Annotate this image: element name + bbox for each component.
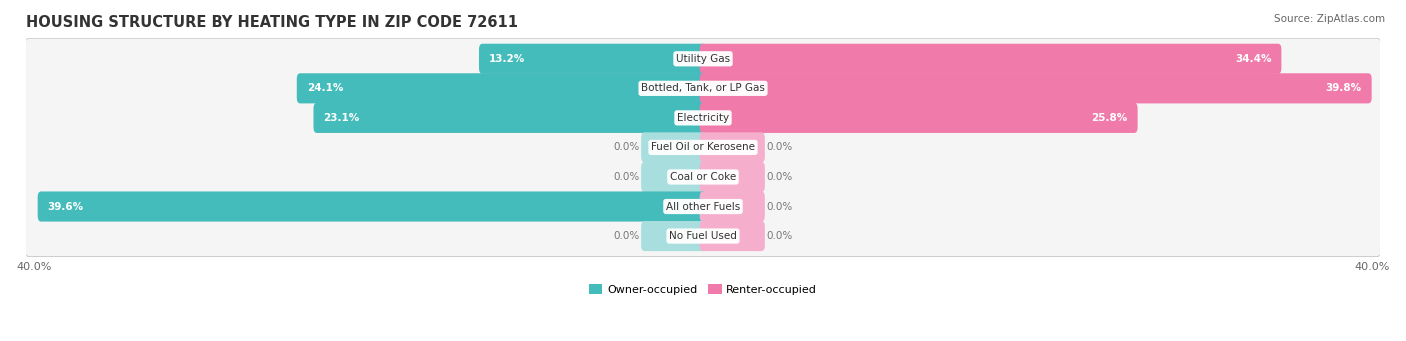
Text: 0.0%: 0.0% xyxy=(766,172,793,182)
FancyBboxPatch shape xyxy=(700,132,765,163)
FancyBboxPatch shape xyxy=(25,185,1381,228)
FancyBboxPatch shape xyxy=(25,216,1381,256)
FancyBboxPatch shape xyxy=(25,126,1381,169)
FancyBboxPatch shape xyxy=(314,103,706,133)
FancyBboxPatch shape xyxy=(25,97,1381,139)
Text: Source: ZipAtlas.com: Source: ZipAtlas.com xyxy=(1274,14,1385,24)
FancyBboxPatch shape xyxy=(25,156,1381,198)
FancyBboxPatch shape xyxy=(25,38,1381,80)
FancyBboxPatch shape xyxy=(700,73,1372,103)
Text: Utility Gas: Utility Gas xyxy=(676,54,730,64)
FancyBboxPatch shape xyxy=(25,98,1381,138)
Text: 39.6%: 39.6% xyxy=(48,202,84,211)
Text: 24.1%: 24.1% xyxy=(307,83,343,93)
Text: 23.1%: 23.1% xyxy=(323,113,360,123)
Text: 0.0%: 0.0% xyxy=(613,143,640,152)
FancyBboxPatch shape xyxy=(25,157,1381,197)
FancyBboxPatch shape xyxy=(641,132,706,163)
Text: 0.0%: 0.0% xyxy=(766,231,793,241)
Text: 25.8%: 25.8% xyxy=(1091,113,1128,123)
FancyBboxPatch shape xyxy=(700,162,765,192)
Text: 0.0%: 0.0% xyxy=(766,143,793,152)
FancyBboxPatch shape xyxy=(25,215,1381,257)
Text: 0.0%: 0.0% xyxy=(766,202,793,211)
FancyBboxPatch shape xyxy=(297,73,706,103)
Text: HOUSING STRUCTURE BY HEATING TYPE IN ZIP CODE 72611: HOUSING STRUCTURE BY HEATING TYPE IN ZIP… xyxy=(25,15,517,30)
Text: Fuel Oil or Kerosene: Fuel Oil or Kerosene xyxy=(651,143,755,152)
FancyBboxPatch shape xyxy=(700,103,1137,133)
FancyBboxPatch shape xyxy=(25,67,1381,109)
Text: Electricity: Electricity xyxy=(676,113,730,123)
Text: All other Fuels: All other Fuels xyxy=(666,202,740,211)
Text: 0.0%: 0.0% xyxy=(613,172,640,182)
FancyBboxPatch shape xyxy=(479,44,706,74)
Text: Bottled, Tank, or LP Gas: Bottled, Tank, or LP Gas xyxy=(641,83,765,93)
Text: 39.8%: 39.8% xyxy=(1326,83,1361,93)
Legend: Owner-occupied, Renter-occupied: Owner-occupied, Renter-occupied xyxy=(585,280,821,299)
FancyBboxPatch shape xyxy=(25,127,1381,167)
Text: 0.0%: 0.0% xyxy=(613,231,640,241)
FancyBboxPatch shape xyxy=(38,191,706,222)
FancyBboxPatch shape xyxy=(641,221,706,251)
FancyBboxPatch shape xyxy=(700,221,765,251)
Text: 13.2%: 13.2% xyxy=(489,54,526,64)
Text: 34.4%: 34.4% xyxy=(1234,54,1271,64)
FancyBboxPatch shape xyxy=(25,68,1381,108)
Text: No Fuel Used: No Fuel Used xyxy=(669,231,737,241)
FancyBboxPatch shape xyxy=(700,191,765,222)
FancyBboxPatch shape xyxy=(700,44,1281,74)
FancyBboxPatch shape xyxy=(641,162,706,192)
FancyBboxPatch shape xyxy=(25,39,1381,79)
FancyBboxPatch shape xyxy=(25,187,1381,227)
Text: Coal or Coke: Coal or Coke xyxy=(669,172,737,182)
